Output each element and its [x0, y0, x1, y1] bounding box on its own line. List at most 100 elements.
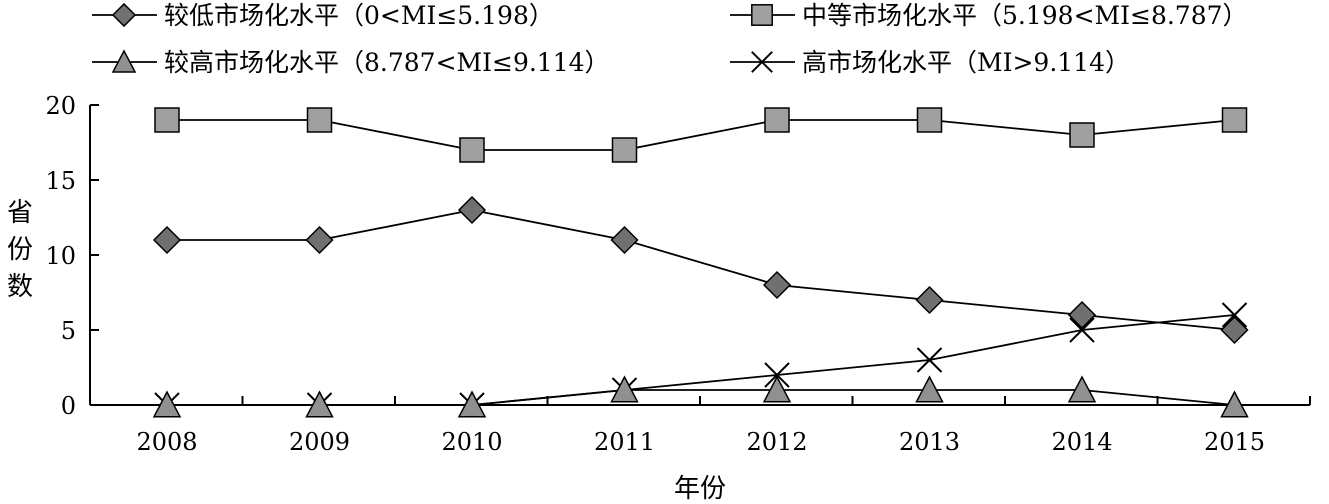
series-lines: [167, 119, 1235, 406]
series-markers: [152, 107, 1249, 418]
series-3-point: [1220, 390, 1249, 418]
legend-item-3: 较高市场化水平（8.787<MI≤9.114）: [92, 48, 610, 77]
legend-marker: [111, 49, 137, 73]
diamond-marker-shape: [457, 195, 487, 225]
legend: 较低市场化水平（0<MI≤5.198） 中等市场化水平（5.198<MI≤8.78…: [92, 1, 1248, 77]
y-axis-title: 省份数: [7, 198, 33, 302]
series-1-point: [915, 285, 944, 315]
square-marker-shape: [154, 107, 180, 133]
diamond-marker-shape: [1220, 315, 1249, 345]
y-tick-label: 15: [45, 167, 76, 195]
x-marker-shape: [764, 362, 790, 388]
axes: [89, 105, 1310, 406]
diamond-marker-shape: [152, 225, 182, 255]
x-tick-label: 2015: [1204, 428, 1265, 456]
legend-item-2: 中等市场化水平（5.198<MI≤8.787）: [730, 1, 1248, 30]
series-1-point: [610, 225, 639, 255]
legend-marker: [111, 2, 137, 28]
series-1-point: [152, 225, 182, 255]
y-tick-label: 0: [61, 392, 76, 420]
legend-label: 较高市场化水平（8.787<MI≤9.114）: [164, 48, 610, 77]
series-2-point: [459, 137, 485, 163]
square-marker-shape: [611, 137, 638, 163]
y-axis-title-char: 数: [7, 272, 33, 302]
y-ticks: 0 5 10 15 20: [45, 92, 99, 420]
y-tick-label: 5: [61, 317, 76, 345]
x-marker-shape: [1221, 302, 1248, 328]
series-4-point: [916, 347, 943, 373]
series-3-point: [762, 375, 792, 403]
series-4-point: [1069, 317, 1095, 343]
series-3-point: [457, 390, 487, 418]
diamond-marker-shape: [1067, 300, 1097, 330]
x-tick-label: 2011: [594, 428, 655, 456]
legend-item-1: 较低市场化水平（0<MI≤5.198）: [92, 1, 554, 30]
triangle-marker-shape: [152, 390, 182, 418]
x-marker-shape: [751, 51, 773, 73]
series-4-point: [764, 362, 790, 388]
x-tick-label: 2009: [289, 428, 350, 456]
series-line-3: [167, 389, 1235, 406]
square-marker-shape: [1069, 122, 1095, 148]
series-3-point: [152, 390, 182, 418]
square-marker-shape: [764, 107, 790, 133]
series-2-point: [764, 107, 790, 133]
diamond-marker-shape: [305, 225, 334, 255]
y-axis-title-char: 省: [7, 198, 33, 228]
triangle-marker-shape: [610, 375, 639, 403]
square-marker-shape: [916, 107, 943, 133]
x-tick-label: 2010: [441, 428, 502, 456]
legend-label: 高市场化水平（MI>9.114）: [802, 48, 1130, 77]
diamond-marker-shape: [762, 270, 792, 300]
legend-label: 较低市场化水平（0<MI≤5.198）: [164, 1, 554, 30]
x-tick-label: 2014: [1051, 428, 1112, 456]
square-marker-shape: [751, 4, 773, 26]
series-4-point: [1221, 302, 1248, 328]
triangle-marker-shape: [762, 375, 792, 403]
triangle-marker-shape: [305, 390, 334, 418]
series-2-point: [1221, 107, 1248, 133]
diamond-marker-shape: [111, 2, 137, 28]
series-1-point: [762, 270, 792, 300]
square-marker-shape: [306, 107, 333, 133]
y-tick-label: 20: [45, 92, 76, 120]
series-2-point: [611, 137, 638, 163]
series-line-1: [167, 209, 1235, 331]
series-1-point: [1067, 300, 1097, 330]
y-axis-title-char: 份: [7, 235, 33, 265]
x-axis-title: 年份: [674, 474, 726, 504]
x-marker-shape: [916, 347, 943, 373]
y-tick-label: 10: [45, 242, 76, 270]
series-3-point: [610, 375, 639, 403]
legend-label: 中等市场化水平（5.198<MI≤8.787）: [802, 1, 1248, 30]
x-tick-label: 2013: [899, 428, 960, 456]
series-3-point: [915, 375, 944, 403]
triangle-marker-shape: [1220, 390, 1249, 418]
series-1-point: [305, 225, 334, 255]
series-2-point: [154, 107, 180, 133]
legend-marker: [751, 4, 773, 26]
diamond-marker-shape: [915, 285, 944, 315]
diamond-marker-shape: [610, 225, 639, 255]
series-1-point: [1220, 315, 1249, 345]
legend-item-4: 高市场化水平（MI>9.114）: [730, 48, 1130, 77]
legend-marker: [751, 51, 773, 73]
x-tick-label: 2012: [746, 428, 807, 456]
triangle-marker-shape: [1067, 375, 1097, 403]
series-2-point: [916, 107, 943, 133]
triangle-marker-shape: [457, 390, 487, 418]
triangle-marker-shape: [915, 375, 944, 403]
series-line-2: [167, 119, 1235, 151]
series-3-point: [305, 390, 334, 418]
series-1-point: [457, 195, 487, 225]
series-2-point: [306, 107, 333, 133]
triangle-marker-shape: [111, 49, 137, 73]
series-3-point: [1067, 375, 1097, 403]
square-marker-shape: [1221, 107, 1248, 133]
x-marker-shape: [1069, 317, 1095, 343]
x-tick-label: 2008: [136, 428, 197, 456]
x-ticks: 2008 2009 2010 2011 2012 2013 2014 2015: [89, 396, 1311, 456]
series-2-point: [1069, 122, 1095, 148]
square-marker-shape: [459, 137, 485, 163]
